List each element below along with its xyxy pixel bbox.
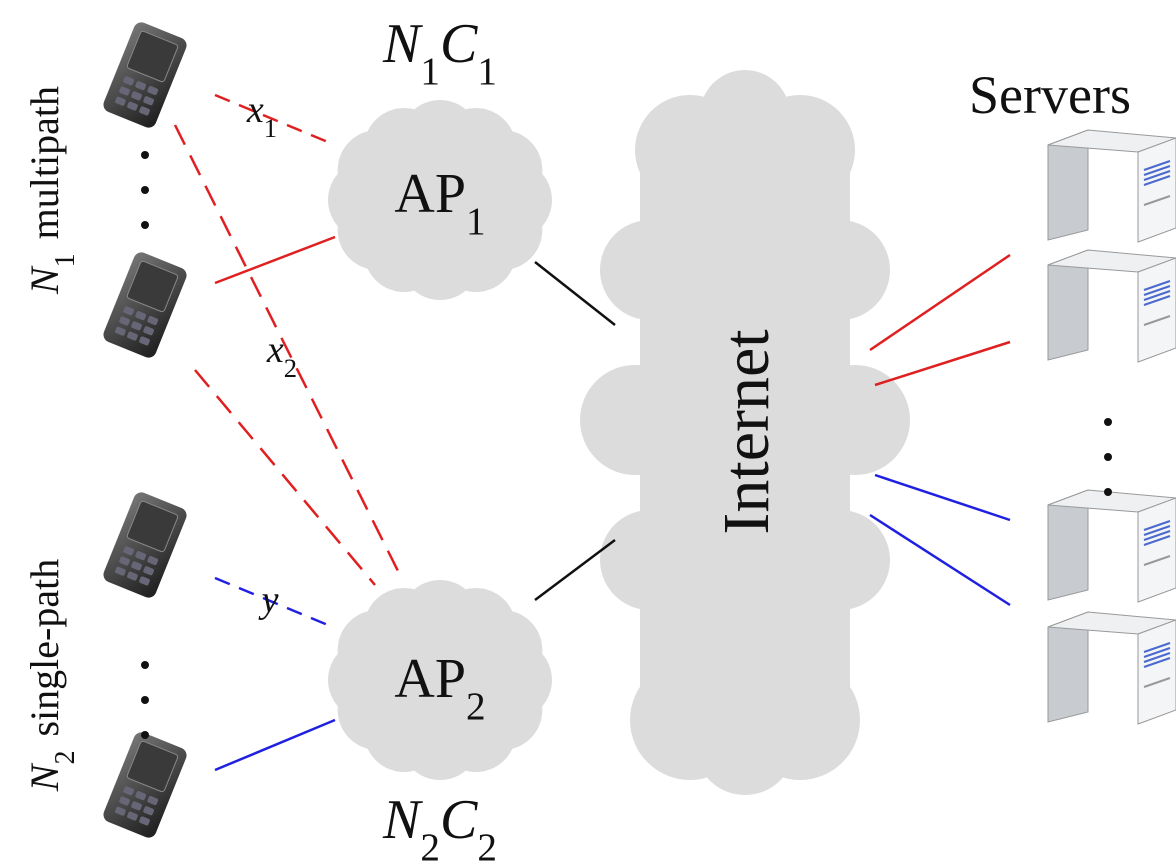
server (1048, 250, 1176, 362)
phone (101, 490, 189, 600)
cloud-puff (600, 510, 700, 610)
group-label: N1multipath (22, 86, 81, 295)
link (875, 342, 1010, 385)
diagram: N1C1 N2C2 AP1 AP2 Internet Servers x1 x2… (0, 0, 1176, 861)
server (1048, 490, 1176, 602)
dot (141, 696, 149, 704)
server (1048, 130, 1176, 242)
shapes (101, 20, 1176, 840)
link (215, 720, 335, 770)
link (195, 370, 375, 585)
dot (1104, 488, 1112, 496)
server-front (1138, 620, 1176, 724)
cloud-puff (462, 130, 542, 210)
link-label: x2 (266, 329, 297, 383)
phone (101, 730, 189, 840)
server (1048, 612, 1176, 724)
cloud-puff (462, 610, 542, 690)
dot (141, 221, 149, 229)
cloud-puff (695, 695, 795, 795)
link-label: y (258, 579, 279, 621)
group-label: N2single-path (22, 559, 81, 792)
dot (141, 151, 149, 159)
phone (101, 20, 189, 130)
cloud-label: N2C2 (382, 789, 497, 861)
servers-label: Servers (969, 65, 1131, 125)
link-label: x1 (246, 89, 277, 143)
internet-label: Internet (710, 329, 783, 534)
link (870, 515, 1010, 605)
dot (141, 661, 149, 669)
cloud-puff (790, 510, 890, 610)
cloud-puff (790, 220, 890, 320)
server-front (1138, 258, 1176, 362)
cloud-label: N1C1 (382, 13, 497, 93)
cloud-puff (700, 70, 790, 160)
link (215, 237, 335, 283)
dot (141, 186, 149, 194)
cloud-puff (600, 220, 700, 320)
dot (1104, 418, 1112, 426)
link (870, 255, 1010, 350)
dot (141, 731, 149, 739)
link (875, 475, 1010, 520)
server-front (1138, 498, 1176, 602)
server-front (1138, 138, 1176, 242)
phone (101, 250, 189, 360)
dot (1104, 453, 1112, 461)
